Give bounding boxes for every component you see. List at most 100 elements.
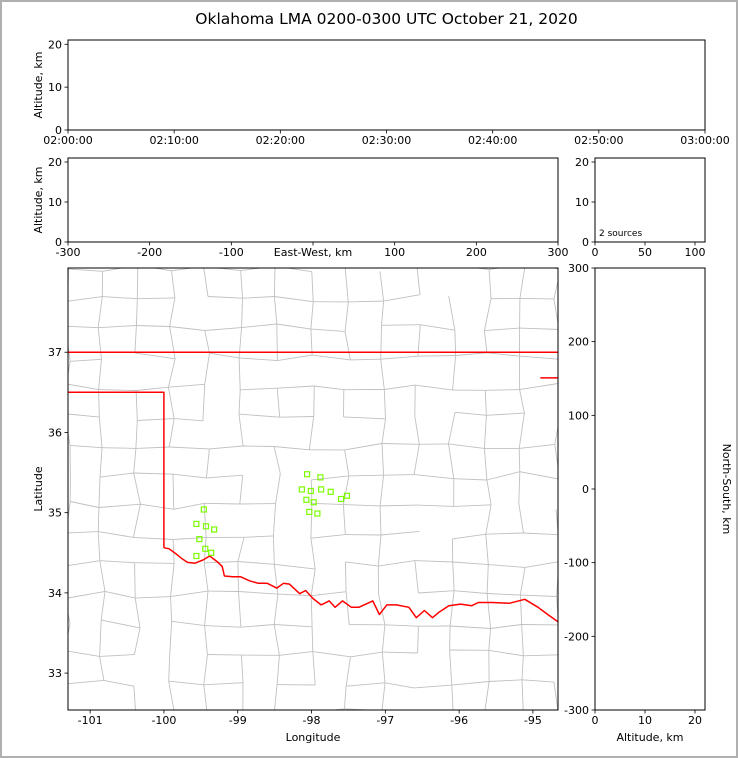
county-boundary-line <box>453 504 492 507</box>
station-marker <box>306 508 313 515</box>
county-boundary-line <box>170 596 173 622</box>
county-boundary-line <box>344 331 351 360</box>
county-boundary-line <box>521 624 524 656</box>
county-boundary-line <box>168 681 175 710</box>
county-boundary-line <box>169 326 176 359</box>
county-boundary-line <box>484 681 490 710</box>
county-boundary-line <box>521 679 555 683</box>
county-boundary-line <box>486 593 492 629</box>
altitude_vs_time-panel: 02:00:00 02:10:00 02:20:00 02:30:00 02:40:00… <box>32 38 730 147</box>
x-tick-label: 0 <box>592 246 599 259</box>
station-marker <box>193 520 200 528</box>
county-boundary-line <box>272 535 275 565</box>
county-boundary-line <box>344 301 349 332</box>
station-marker <box>310 499 317 506</box>
x-tick-label: -101 <box>78 714 103 727</box>
county-boundary-line <box>381 324 421 326</box>
county-boundary-line <box>133 472 141 505</box>
county-boundary-line <box>450 625 491 629</box>
county-boundary-line <box>173 502 205 510</box>
county-boundary-line <box>310 538 316 570</box>
county-boundary-line <box>417 713 453 714</box>
county-boundary-line <box>238 413 280 418</box>
county-boundary-line <box>519 327 558 330</box>
county-boundary-line <box>101 447 136 449</box>
altitude_histogram-panel: 0 50 100 0 10 20 2 sources <box>575 156 706 259</box>
county-boundary-line <box>99 472 134 478</box>
county-boundary-line <box>134 352 176 360</box>
county-boundary-line <box>343 416 386 420</box>
county-boundary-line <box>99 656 105 681</box>
county-boundary-line <box>204 502 240 505</box>
county-boundary-line <box>134 325 137 353</box>
county-boundary-line <box>414 560 453 563</box>
county-boundary-line <box>453 478 487 481</box>
county-boundary-line <box>520 594 557 597</box>
county-boundary-line <box>518 413 525 449</box>
county-boundary-line <box>279 416 314 418</box>
county-boundary-line <box>137 418 175 421</box>
axes-frame <box>594 267 706 711</box>
county-boundary-line <box>312 651 316 686</box>
county-boundary-line <box>311 591 347 597</box>
county-boundary-line <box>486 479 492 505</box>
county-boundary-line <box>381 443 420 445</box>
county-boundary-line <box>379 271 385 302</box>
county-boundary-line <box>554 444 558 471</box>
county-boundary-line <box>206 474 243 479</box>
county-boundary-line <box>132 504 141 538</box>
county-boundary-line <box>518 471 521 504</box>
county-boundary-line <box>381 624 386 653</box>
y-axis-label-right: North-South, km <box>720 444 733 535</box>
altitude_vs_northsouth-panel: 0 10 20 300 200 100 0 -100 -200 -300 Altitude, km N… <box>564 262 733 744</box>
county-boundary-line <box>486 412 525 416</box>
plan_view_map-panel: -101 -100 -99 -98 -97 -96 -95 33 34 35 36 37 Longitu… <box>32 267 562 744</box>
county-boundary-line <box>553 298 558 327</box>
county-boundary-line <box>272 503 277 536</box>
county-boundary-line <box>68 531 99 534</box>
x-tick-label: -99 <box>229 714 247 727</box>
county-boundary-line <box>136 268 139 299</box>
county-boundary-line <box>203 562 209 592</box>
county-boundary-line <box>169 297 176 327</box>
county-boundary-line <box>380 355 418 360</box>
county-boundary-line <box>486 471 520 481</box>
county-boundary-line <box>414 474 454 480</box>
county-boundary-line <box>380 325 382 360</box>
county-boundary-line <box>135 298 138 326</box>
county-boundary-line <box>64 533 66 566</box>
county-boundary-line <box>381 418 386 444</box>
county-boundary-line <box>276 388 281 418</box>
county-boundary-line <box>449 590 455 627</box>
county-boundary-line <box>274 563 316 570</box>
county-boundary-line <box>348 300 384 303</box>
county-boundary-line <box>207 654 242 656</box>
county-boundary-line <box>381 652 386 683</box>
county-boundary-line <box>384 624 419 627</box>
county-boundary-line <box>173 536 207 540</box>
x-tick-label: -96 <box>450 714 468 727</box>
county-boundary-line <box>487 593 521 596</box>
county-boundary-line <box>381 301 385 326</box>
y-tick-label: 0 <box>582 483 589 496</box>
county-boundary-line <box>68 296 103 302</box>
county-boundary-line <box>345 591 350 625</box>
county-boundary-line <box>203 503 207 538</box>
state-border <box>163 546 558 623</box>
county-boundary-line <box>559 625 562 655</box>
county-boundary-line <box>68 268 103 272</box>
county-boundary-line <box>519 355 558 360</box>
x-axis-label: Altitude, km <box>616 731 683 744</box>
county-boundary-line <box>97 327 102 360</box>
county-boundary-line <box>518 503 524 534</box>
county-boundary-line <box>420 324 455 331</box>
county-boundary-line <box>488 269 492 299</box>
county-boundary-line <box>101 619 141 629</box>
county-boundary-line <box>311 475 349 481</box>
county-boundary-line <box>284 268 312 273</box>
x-tick-label: 300 <box>548 246 569 259</box>
county-boundary-line <box>136 325 170 327</box>
county-boundary-line <box>242 296 275 299</box>
county-boundary-line <box>209 445 244 450</box>
y-axis-label: Altitude, km <box>32 166 45 233</box>
